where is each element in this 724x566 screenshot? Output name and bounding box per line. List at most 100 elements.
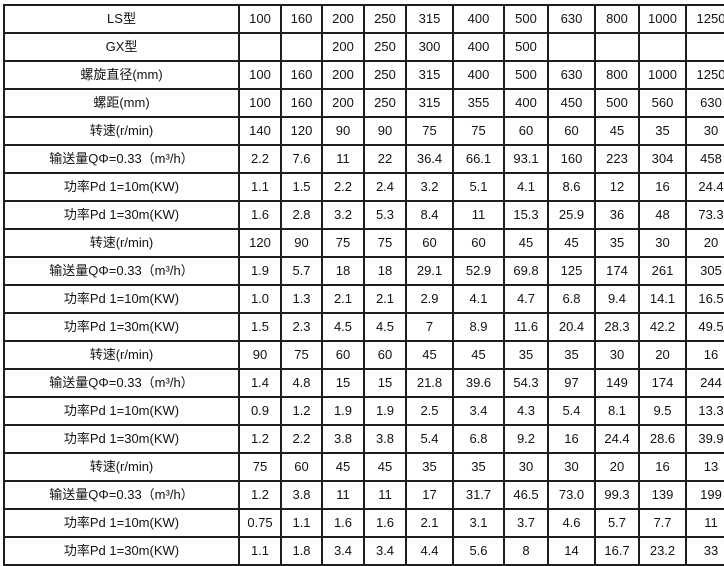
value-cell: 29.1 [405, 256, 454, 286]
row-label: 功率Pd 1=10m(KW) [3, 284, 240, 314]
value-cell: 75 [280, 340, 323, 370]
value-cell: 16.7 [594, 536, 640, 566]
table-row: 输送量QΦ=0.33（m³/h） 1.2 3.8 11 11 17 31.7 46.5 73.0… [3, 480, 724, 510]
value-cell: 1.5 [238, 312, 282, 342]
value-cell: 48 [638, 200, 687, 230]
row-label: GX型 [3, 32, 240, 62]
value-cell: 1.9 [363, 396, 407, 426]
value-cell: 5.7 [594, 508, 640, 538]
value-cell: 199 [685, 480, 724, 510]
row-label: 功率Pd 1=10m(KW) [3, 396, 240, 426]
value-cell: 3.8 [321, 424, 365, 454]
value-cell: 1.3 [280, 284, 323, 314]
value-cell: 3.4 [363, 536, 407, 566]
value-cell: 3.1 [452, 508, 505, 538]
table-row: 输送量QΦ=0.33（m³/h） 2.2 7.6 11 22 36.4 66.1 93.1 16… [3, 144, 724, 174]
table-row: 螺距(mm) 100 160 200 250 315 355 400 450 500 560 630 [3, 88, 724, 118]
value-cell: 35 [405, 452, 454, 482]
value-cell: 139 [638, 480, 687, 510]
value-cell: 60 [452, 228, 505, 258]
value-cell: 16 [638, 172, 687, 202]
value-cell: 45 [503, 228, 549, 258]
table-row: 转速(r/min) 90 75 60 60 45 45 35 35 30 20 16 [3, 340, 724, 370]
value-cell: 16 [638, 452, 687, 482]
value-cell: 15.3 [503, 200, 549, 230]
value-cell: 160 [280, 60, 323, 90]
value-cell: 11 [363, 480, 407, 510]
value-cell: 1.6 [321, 508, 365, 538]
value-cell: 11 [452, 200, 505, 230]
value-cell: 14.1 [638, 284, 687, 314]
value-cell: 1.9 [321, 396, 365, 426]
value-cell: 90 [280, 228, 323, 258]
value-cell: 18 [321, 256, 365, 286]
value-cell: 1.2 [280, 396, 323, 426]
value-cell: 174 [638, 368, 687, 398]
table-row: 功率Pd 1=30m(KW) 1.1 1.8 3.4 3.4 4.4 5.6 8 14 16.7 2… [3, 536, 724, 566]
value-cell: 11 [685, 508, 724, 538]
value-cell: 30 [594, 340, 640, 370]
value-cell: 450 [547, 88, 596, 118]
value-cell [685, 32, 724, 62]
value-cell: 20 [638, 340, 687, 370]
value-cell: 120 [280, 116, 323, 146]
value-cell: 60 [503, 116, 549, 146]
value-cell [594, 32, 640, 62]
value-cell: 4.5 [321, 312, 365, 342]
value-cell: 140 [238, 116, 282, 146]
value-cell: 1.1 [238, 172, 282, 202]
value-cell: 6.8 [547, 284, 596, 314]
value-cell: 5.1 [452, 172, 505, 202]
value-cell: 315 [405, 88, 454, 118]
value-cell: 75 [363, 228, 407, 258]
value-cell: 560 [638, 88, 687, 118]
value-cell: 1.2 [238, 480, 282, 510]
row-label: 输送量QΦ=0.33（m³/h） [3, 256, 240, 286]
value-cell: 2.1 [321, 284, 365, 314]
value-cell: 17 [405, 480, 454, 510]
value-cell: 160 [280, 4, 323, 34]
value-cell: 1.1 [280, 508, 323, 538]
spec-table-body: LS型 100 160 200 250 315 400 500 630 800 1000 1250 GX… [3, 4, 724, 566]
spec-table: LS型 100 160 200 250 315 400 500 630 800 1000 1250 GX… [3, 4, 724, 566]
value-cell: 75 [321, 228, 365, 258]
value-cell: 39.9 [685, 424, 724, 454]
value-cell: 0.9 [238, 396, 282, 426]
value-cell: 400 [503, 88, 549, 118]
row-label: 输送量QΦ=0.33（m³/h） [3, 480, 240, 510]
value-cell: 33 [685, 536, 724, 566]
value-cell: 73.0 [547, 480, 596, 510]
value-cell: 4.6 [547, 508, 596, 538]
value-cell: 45 [321, 452, 365, 482]
row-label: 螺距(mm) [3, 88, 240, 118]
value-cell: 7.6 [280, 144, 323, 174]
value-cell: 200 [321, 60, 365, 90]
value-cell: 2.8 [280, 200, 323, 230]
value-cell: 100 [238, 60, 282, 90]
value-cell: 149 [594, 368, 640, 398]
value-cell: 75 [452, 116, 505, 146]
value-cell: 28.6 [638, 424, 687, 454]
value-cell: 36.4 [405, 144, 454, 174]
value-cell: 8.4 [405, 200, 454, 230]
table-row: 功率Pd 1=30m(KW) 1.6 2.8 3.2 5.3 8.4 11 15.3 25.9 3… [3, 200, 724, 230]
value-cell: 24.4 [685, 172, 724, 202]
value-cell: 60 [280, 452, 323, 482]
value-cell: 54.3 [503, 368, 549, 398]
row-label: 转速(r/min) [3, 116, 240, 146]
value-cell: 90 [321, 116, 365, 146]
value-cell: 4.8 [280, 368, 323, 398]
value-cell [638, 32, 687, 62]
value-cell: 93.1 [503, 144, 549, 174]
table-row: 螺旋直径(mm) 100 160 200 250 315 400 500 630 800 1000 1… [3, 60, 724, 90]
value-cell: 2.5 [405, 396, 454, 426]
value-cell: 4.5 [363, 312, 407, 342]
row-label: 转速(r/min) [3, 340, 240, 370]
table-row: 功率Pd 1=10m(KW) 0.75 1.1 1.6 1.6 2.1 3.1 3.7 4.6 5… [3, 508, 724, 538]
value-cell: 630 [685, 88, 724, 118]
value-cell: 2.2 [280, 424, 323, 454]
value-cell: 45 [594, 116, 640, 146]
value-cell: 45 [452, 340, 505, 370]
value-cell: 20 [685, 228, 724, 258]
row-label: 功率Pd 1=30m(KW) [3, 424, 240, 454]
